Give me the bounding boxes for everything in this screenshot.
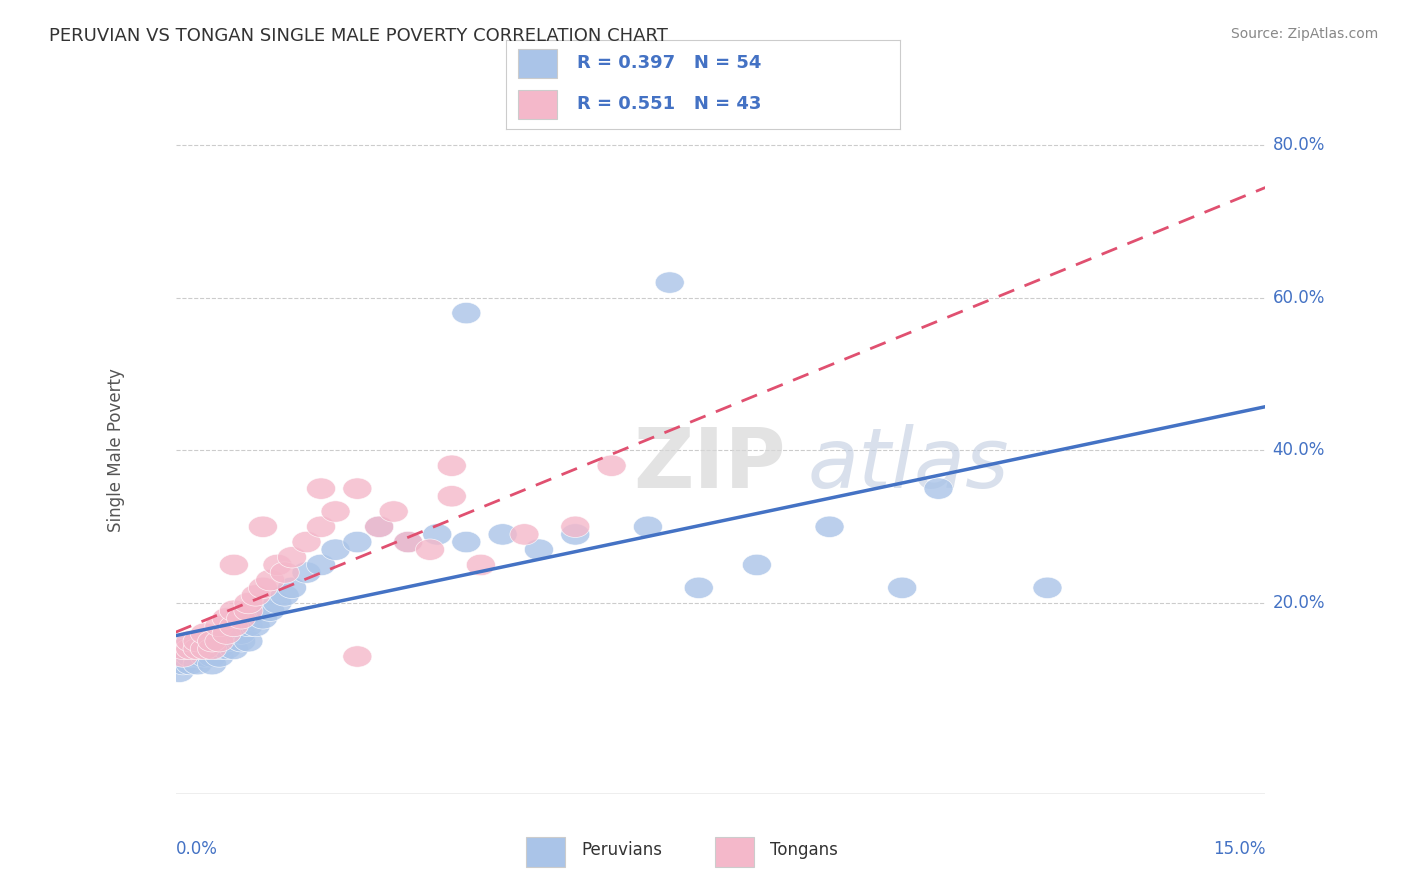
Text: Source: ZipAtlas.com: Source: ZipAtlas.com [1230,27,1378,41]
FancyBboxPatch shape [714,838,754,867]
Text: 80.0%: 80.0% [1272,136,1324,154]
Text: 20.0%: 20.0% [1272,594,1326,612]
Text: Single Male Poverty: Single Male Poverty [107,368,125,533]
Text: 15.0%: 15.0% [1213,839,1265,858]
Text: Peruvians: Peruvians [581,840,662,859]
Text: R = 0.397   N = 54: R = 0.397 N = 54 [576,54,762,72]
Text: atlas: atlas [807,424,1010,505]
Text: ZIP: ZIP [633,424,786,505]
Text: Tongans: Tongans [770,840,838,859]
FancyBboxPatch shape [517,49,557,78]
FancyBboxPatch shape [517,90,557,119]
FancyBboxPatch shape [526,838,565,867]
Text: 60.0%: 60.0% [1272,289,1324,307]
Text: 40.0%: 40.0% [1272,442,1324,459]
Text: PERUVIAN VS TONGAN SINGLE MALE POVERTY CORRELATION CHART: PERUVIAN VS TONGAN SINGLE MALE POVERTY C… [49,27,668,45]
Text: R = 0.551   N = 43: R = 0.551 N = 43 [576,95,762,113]
Text: 0.0%: 0.0% [176,839,218,858]
